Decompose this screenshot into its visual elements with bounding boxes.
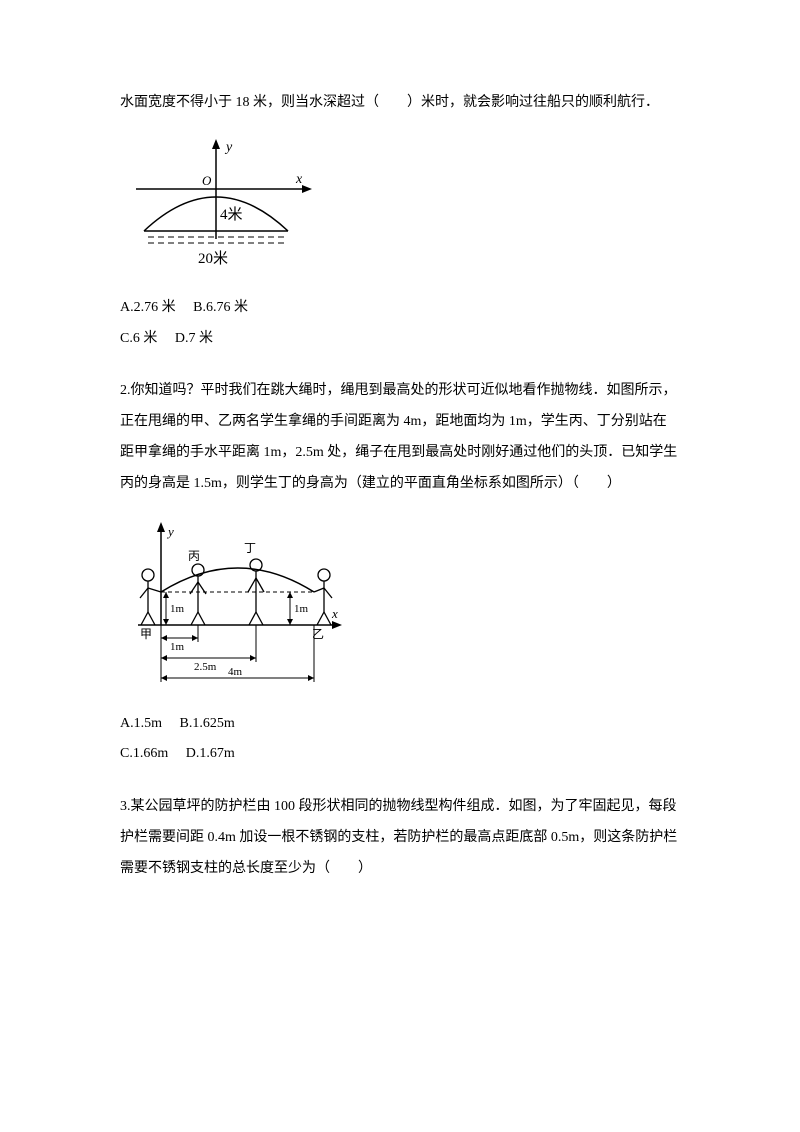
h1-label: 1m bbox=[170, 603, 185, 615]
d3-label: 4m bbox=[228, 666, 243, 678]
h2-label: 1m bbox=[294, 603, 309, 615]
q2-opt-row2: C.1.66m D.1.67m bbox=[120, 739, 680, 770]
width-label: 20米 bbox=[198, 250, 228, 267]
d2-label: 2.5m bbox=[194, 661, 217, 673]
q3-text: 3.某公园草坪的防护栏由 100 段形状相同的抛物线型构件组成．如图，为了牢固起… bbox=[120, 792, 680, 884]
q2-x-label: x bbox=[331, 606, 338, 621]
depth-label: 4米 bbox=[220, 206, 243, 223]
q1-options: A.2.76 米 B.6.76 米 C.6 米 D.7 米 bbox=[120, 293, 680, 355]
q1-opt-row2: C.6 米 D.7 米 bbox=[120, 324, 680, 355]
y-axis-label: y bbox=[224, 140, 233, 155]
q2-figure: y x 甲 丙 bbox=[126, 520, 680, 685]
q1-figure: y x O 4米 20米 bbox=[126, 139, 680, 269]
origin-label: O bbox=[202, 173, 212, 188]
ding-label: 丁 bbox=[244, 541, 256, 555]
q2-y-label: y bbox=[166, 524, 174, 539]
q1-text: 水面宽度不得小于 18 米，则当水深超过（ ）米时，就会影响过往船只的顺利航行． bbox=[120, 88, 680, 119]
q2-options: A.1.5m B.1.625m C.1.66m D.1.67m bbox=[120, 709, 680, 771]
q2-text: 2.你知道吗？平时我们在跳大绳时，绳甩到最高处的形状可近似地看作抛物线．如图所示… bbox=[120, 376, 680, 499]
bing-label: 丙 bbox=[188, 549, 200, 563]
d1-label: 1m bbox=[170, 641, 185, 653]
q1-opt-row1: A.2.76 米 B.6.76 米 bbox=[120, 293, 680, 324]
jia-label: 甲 bbox=[140, 627, 152, 641]
q2-opt-row1: A.1.5m B.1.625m bbox=[120, 709, 680, 740]
x-axis-label: x bbox=[295, 172, 303, 187]
